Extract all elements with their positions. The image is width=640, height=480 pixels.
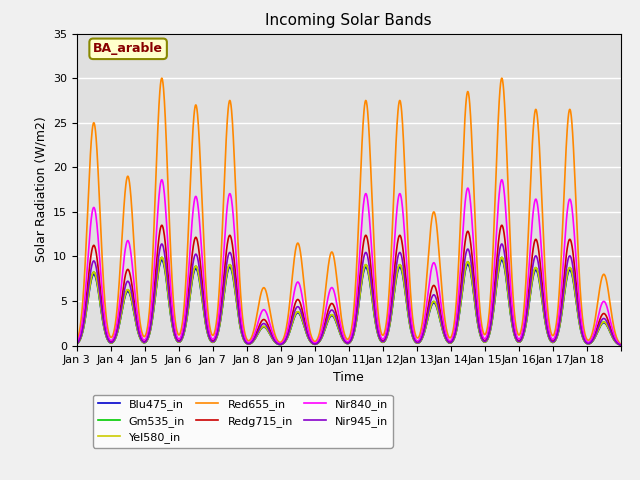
Blu475_in: [588, 340, 595, 346]
Redg715_in: [360, 240, 367, 246]
Nir840_in: [158, 177, 166, 183]
Red655_in: [360, 116, 367, 121]
Nir945_in: [617, 342, 625, 348]
Yel580_in: [617, 342, 625, 348]
Nir945_in: [158, 241, 166, 247]
Blu475_in: [271, 339, 278, 345]
Blu475_in: [158, 257, 166, 263]
Nir840_in: [617, 342, 625, 348]
Yel580_in: [158, 254, 166, 260]
Gm535_in: [617, 342, 625, 348]
Line: Yel580_in: Yel580_in: [77, 257, 621, 345]
Nir945_in: [584, 341, 592, 347]
Gm535_in: [158, 254, 166, 260]
X-axis label: Time: Time: [333, 371, 364, 384]
Redg715_in: [584, 340, 592, 346]
Nir840_in: [73, 340, 81, 346]
Yel580_in: [271, 339, 278, 345]
Nir840_in: [588, 337, 595, 343]
Red655_in: [73, 338, 81, 344]
Redg715_in: [250, 336, 257, 342]
Redg715_in: [588, 338, 595, 344]
Nir840_in: [250, 334, 257, 340]
Nir945_in: [250, 337, 257, 343]
Blu475_in: [360, 270, 367, 276]
Line: Gm535_in: Gm535_in: [77, 257, 621, 345]
Line: Blu475_in: Blu475_in: [77, 260, 621, 345]
Redg715_in: [271, 337, 278, 343]
Yel580_in: [584, 341, 592, 347]
Yel580_in: [73, 341, 81, 347]
Red655_in: [211, 328, 219, 334]
Nir945_in: [360, 256, 367, 262]
Nir840_in: [211, 334, 219, 340]
Nir840_in: [271, 335, 278, 341]
Gm535_in: [584, 341, 592, 347]
Redg715_in: [73, 341, 81, 347]
Nir840_in: [584, 339, 592, 345]
Red655_in: [158, 75, 166, 81]
Blu475_in: [211, 338, 219, 344]
Nir945_in: [271, 338, 278, 344]
Gm535_in: [73, 341, 81, 347]
Nir945_in: [211, 337, 219, 343]
Gm535_in: [588, 340, 595, 346]
Title: Incoming Solar Bands: Incoming Solar Bands: [266, 13, 432, 28]
Gm535_in: [271, 339, 278, 345]
Red655_in: [584, 337, 592, 343]
Blu475_in: [73, 341, 81, 347]
Line: Red655_in: Red655_in: [77, 78, 621, 344]
Red655_in: [588, 333, 595, 339]
Red655_in: [617, 341, 625, 347]
Redg715_in: [158, 222, 166, 228]
Line: Nir840_in: Nir840_in: [77, 180, 621, 345]
Line: Redg715_in: Redg715_in: [77, 225, 621, 345]
Nir840_in: [360, 202, 367, 208]
Redg715_in: [211, 336, 219, 342]
Nir945_in: [73, 341, 81, 347]
Nir945_in: [588, 339, 595, 345]
Gm535_in: [211, 338, 219, 344]
Yel580_in: [250, 338, 257, 344]
Y-axis label: Solar Radiation (W/m2): Solar Radiation (W/m2): [35, 117, 47, 263]
Gm535_in: [360, 268, 367, 274]
Legend: Blu475_in, Gm535_in, Yel580_in, Red655_in, Redg715_in, Nir840_in, Nir945_in: Blu475_in, Gm535_in, Yel580_in, Red655_i…: [93, 395, 393, 447]
Blu475_in: [250, 338, 257, 344]
Blu475_in: [584, 341, 592, 347]
Gm535_in: [250, 338, 257, 344]
Red655_in: [271, 331, 278, 336]
Yel580_in: [360, 268, 367, 274]
Redg715_in: [617, 342, 625, 348]
Yel580_in: [588, 340, 595, 346]
Blu475_in: [617, 342, 625, 348]
Red655_in: [250, 329, 257, 335]
Yel580_in: [211, 338, 219, 344]
Text: BA_arable: BA_arable: [93, 42, 163, 55]
Line: Nir945_in: Nir945_in: [77, 244, 621, 345]
